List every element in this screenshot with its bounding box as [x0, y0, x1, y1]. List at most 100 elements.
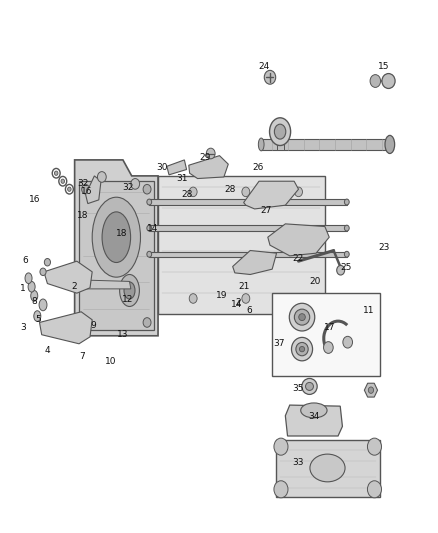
Text: 6: 6 [246, 306, 252, 314]
Ellipse shape [189, 187, 197, 197]
Ellipse shape [301, 378, 317, 394]
Text: 2: 2 [235, 298, 240, 307]
Text: 27: 27 [259, 206, 271, 215]
Ellipse shape [189, 294, 197, 303]
Ellipse shape [384, 135, 394, 154]
Text: 25: 25 [339, 263, 351, 272]
Polygon shape [232, 251, 276, 274]
Text: 14: 14 [147, 224, 158, 232]
Circle shape [369, 75, 380, 87]
Circle shape [40, 268, 46, 276]
Text: 33: 33 [291, 458, 303, 467]
Text: 17: 17 [324, 324, 335, 332]
Text: 28: 28 [224, 185, 236, 193]
Ellipse shape [367, 387, 373, 393]
Ellipse shape [294, 294, 302, 303]
Polygon shape [79, 181, 153, 330]
Polygon shape [285, 405, 342, 436]
Text: 11: 11 [362, 306, 374, 314]
Ellipse shape [54, 171, 58, 175]
Polygon shape [74, 160, 158, 336]
Text: 18: 18 [77, 212, 88, 220]
Ellipse shape [299, 346, 304, 352]
Ellipse shape [143, 184, 151, 194]
Text: 13: 13 [117, 330, 128, 339]
Text: 16: 16 [28, 196, 40, 204]
Circle shape [342, 336, 352, 348]
Ellipse shape [241, 187, 249, 197]
Ellipse shape [293, 309, 309, 325]
Circle shape [367, 481, 381, 498]
Ellipse shape [344, 251, 349, 257]
Circle shape [44, 259, 50, 266]
Text: 7: 7 [79, 352, 85, 360]
Text: 21: 21 [237, 282, 249, 291]
Ellipse shape [344, 225, 349, 231]
Polygon shape [276, 139, 283, 150]
Text: 2: 2 [71, 282, 76, 291]
Text: 31: 31 [176, 174, 187, 183]
Text: 32: 32 [77, 180, 88, 188]
Ellipse shape [81, 184, 89, 194]
Text: 19: 19 [215, 292, 227, 300]
Text: 12: 12 [121, 295, 133, 304]
Ellipse shape [295, 343, 307, 356]
Polygon shape [275, 440, 379, 497]
Polygon shape [85, 176, 101, 204]
Text: 10: 10 [105, 357, 116, 366]
Polygon shape [364, 383, 377, 397]
Ellipse shape [31, 290, 38, 301]
Circle shape [206, 148, 215, 159]
Text: 29: 29 [199, 153, 211, 161]
Text: 9: 9 [90, 321, 96, 329]
Bar [272, 293, 379, 376]
Ellipse shape [381, 74, 394, 88]
Ellipse shape [146, 251, 152, 257]
Polygon shape [39, 312, 92, 344]
Ellipse shape [291, 337, 312, 361]
Ellipse shape [124, 282, 135, 299]
Text: 15: 15 [378, 62, 389, 71]
Circle shape [264, 70, 275, 84]
Polygon shape [77, 280, 131, 289]
Ellipse shape [146, 225, 152, 231]
Ellipse shape [269, 118, 290, 146]
Text: 37: 37 [272, 340, 284, 348]
Ellipse shape [92, 197, 140, 277]
Text: 26: 26 [252, 164, 263, 172]
Ellipse shape [34, 311, 41, 321]
Ellipse shape [294, 187, 302, 197]
Circle shape [336, 265, 344, 275]
Text: 24: 24 [258, 62, 269, 71]
Ellipse shape [61, 179, 64, 183]
Text: 20: 20 [309, 277, 320, 286]
Ellipse shape [309, 454, 344, 482]
Text: 5: 5 [35, 316, 41, 324]
Circle shape [273, 438, 287, 455]
Ellipse shape [119, 274, 139, 306]
Ellipse shape [28, 281, 35, 292]
Ellipse shape [298, 313, 305, 320]
Ellipse shape [146, 199, 152, 205]
Text: 14: 14 [231, 301, 242, 309]
Circle shape [367, 438, 381, 455]
Polygon shape [267, 224, 328, 256]
Text: 35: 35 [291, 384, 303, 392]
Text: 6: 6 [22, 256, 28, 264]
Ellipse shape [289, 303, 314, 331]
Ellipse shape [81, 318, 89, 327]
Ellipse shape [274, 124, 285, 139]
Text: 22: 22 [291, 254, 303, 263]
Polygon shape [188, 156, 228, 179]
Polygon shape [158, 176, 324, 314]
Text: 23: 23 [378, 244, 389, 252]
Text: 18: 18 [116, 229, 127, 238]
Circle shape [131, 179, 139, 189]
Polygon shape [166, 160, 186, 175]
Ellipse shape [39, 299, 47, 311]
Text: 8: 8 [31, 297, 37, 305]
Polygon shape [243, 181, 298, 209]
Ellipse shape [102, 212, 131, 263]
Text: 4: 4 [45, 346, 50, 355]
Ellipse shape [67, 187, 71, 191]
